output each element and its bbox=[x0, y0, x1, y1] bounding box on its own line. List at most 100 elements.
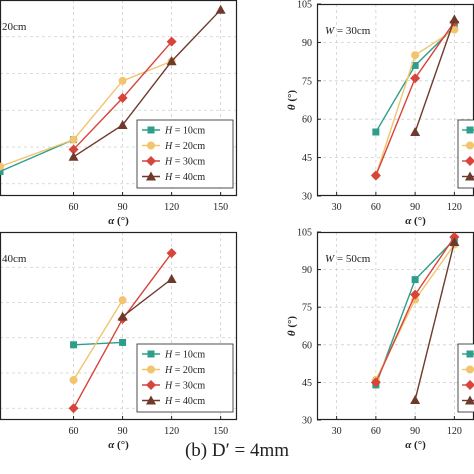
legend-marker bbox=[147, 365, 155, 374]
y-tick-label: 60 bbox=[302, 115, 312, 126]
legend-marker bbox=[147, 126, 155, 134]
data-point bbox=[68, 144, 79, 155]
data-point bbox=[449, 14, 460, 24]
y-tick-label: 105 bbox=[297, 0, 312, 11]
y-axis-title: θ (°) bbox=[286, 316, 298, 337]
data-point bbox=[410, 394, 421, 404]
x-tick-label: 30 bbox=[332, 202, 342, 213]
legend-label: H = 30cm bbox=[164, 381, 205, 392]
x-tick-label: 90 bbox=[118, 426, 128, 437]
x-tick-label: 60 bbox=[69, 426, 79, 437]
chart-panel-bottom-right: 30 60 90 120 30 45 60 75 90 105 α (°) θ (°) W = 50cm bbox=[286, 228, 474, 451]
y-tick-label: 90 bbox=[302, 38, 312, 49]
legend-marker bbox=[466, 141, 474, 150]
legend-marker bbox=[465, 380, 474, 390]
series-line bbox=[73, 9, 222, 158]
y-tick-label: 60 bbox=[302, 340, 312, 351]
legend-marker bbox=[466, 126, 474, 134]
x-tick-label: 90 bbox=[410, 202, 420, 213]
series-group bbox=[370, 232, 460, 404]
x-axis-title: α (°) bbox=[108, 439, 129, 451]
x-tick-label: 60 bbox=[371, 202, 381, 213]
panel-annotation: 40cm bbox=[2, 253, 27, 265]
x-tick-label: 150 bbox=[213, 202, 228, 213]
data-point bbox=[411, 61, 419, 69]
data-point bbox=[118, 296, 127, 305]
series-line bbox=[414, 19, 456, 133]
data-point bbox=[215, 4, 226, 14]
figure-caption: (b) D′ = 4mm bbox=[184, 440, 290, 461]
legend-marker bbox=[465, 395, 474, 405]
legend-marker bbox=[146, 395, 156, 405]
legend-marker bbox=[146, 171, 156, 181]
legend: H = 10cm H = 20cm H = 30cm H = 40cm bbox=[136, 343, 234, 413]
data-point bbox=[166, 56, 177, 66]
chart-panel-top-right: 30 60 90 120 30 45 60 75 90 105 α (°) θ (°) W = 30cm bbox=[286, 0, 474, 227]
plot-frame bbox=[0, 0, 238, 197]
x-tick-label: 120 bbox=[447, 426, 462, 437]
data-point bbox=[449, 237, 460, 247]
data-point bbox=[118, 76, 127, 85]
data-point bbox=[69, 376, 78, 385]
data-point bbox=[370, 377, 381, 388]
x-tick-label: 120 bbox=[164, 202, 179, 213]
x-tick-label: 60 bbox=[371, 426, 381, 437]
legend-marker bbox=[147, 141, 155, 150]
legend-label: H = 10cm bbox=[164, 350, 205, 361]
series-line bbox=[0, 139, 74, 173]
series-group bbox=[370, 14, 460, 181]
x-tick-label: 90 bbox=[410, 426, 420, 437]
series-line bbox=[72, 299, 124, 381]
panel-annotation: W = 30cm bbox=[325, 25, 371, 37]
legend: H = 10cm H = 20cm H = 30cm H = 40cm bbox=[136, 119, 234, 189]
panel-annotation: W = 50cm bbox=[325, 253, 371, 265]
data-point bbox=[410, 73, 421, 84]
legend-marker bbox=[466, 365, 474, 374]
legend-marker bbox=[465, 156, 474, 166]
series-line bbox=[414, 241, 456, 401]
series-line bbox=[73, 341, 123, 346]
legend-label: H = 20cm bbox=[164, 141, 205, 152]
y-tick-label: 90 bbox=[302, 265, 312, 276]
data-point bbox=[449, 232, 460, 243]
y-tick-label: 75 bbox=[302, 76, 312, 87]
legend-marker bbox=[466, 350, 474, 358]
data-point bbox=[166, 274, 177, 283]
data-point bbox=[117, 119, 128, 129]
legend-marker bbox=[147, 350, 155, 358]
x-tick-label: 90 bbox=[118, 202, 128, 213]
legend bbox=[457, 343, 474, 413]
data-point bbox=[411, 51, 420, 60]
x-axis-title: α (°) bbox=[108, 215, 129, 227]
y-tick-label: 30 bbox=[302, 192, 312, 203]
chart-panel-bottom-left: 60 90 120 150 α (°) 40cm H = 10cm H = 20cm H = 3… bbox=[0, 231, 238, 451]
x-tick-label: 120 bbox=[164, 426, 179, 437]
legend-label: H = 20cm bbox=[164, 365, 205, 376]
series-line bbox=[375, 21, 455, 176]
legend-label: H = 40cm bbox=[164, 172, 205, 183]
panel-annotation: 20cm bbox=[2, 21, 27, 33]
data-point bbox=[68, 151, 79, 161]
data-point bbox=[166, 36, 177, 47]
plot-frame bbox=[0, 231, 238, 421]
data-point bbox=[0, 168, 4, 175]
data-point bbox=[69, 135, 78, 144]
legend-marker bbox=[146, 156, 156, 166]
data-point bbox=[410, 289, 421, 300]
legend-box bbox=[457, 119, 474, 189]
x-tick-label: 30 bbox=[332, 426, 342, 437]
x-axis-title: α (°) bbox=[405, 215, 426, 227]
y-tick-label: 45 bbox=[302, 378, 312, 389]
data-point bbox=[411, 276, 419, 284]
series-group bbox=[68, 248, 177, 414]
data-point bbox=[370, 170, 381, 181]
data-point bbox=[0, 162, 4, 171]
series-line bbox=[122, 278, 173, 318]
series-line bbox=[0, 60, 172, 168]
y-tick-label: 75 bbox=[302, 303, 312, 314]
y-axis-title: θ (°) bbox=[286, 90, 298, 111]
legend-label: H = 10cm bbox=[164, 126, 205, 137]
legend-marker bbox=[465, 171, 474, 181]
chart-panel-top-left: 60 90 120 150 α (°) 20cm H = 10cm H = 20cm H = 3… bbox=[0, 0, 238, 227]
